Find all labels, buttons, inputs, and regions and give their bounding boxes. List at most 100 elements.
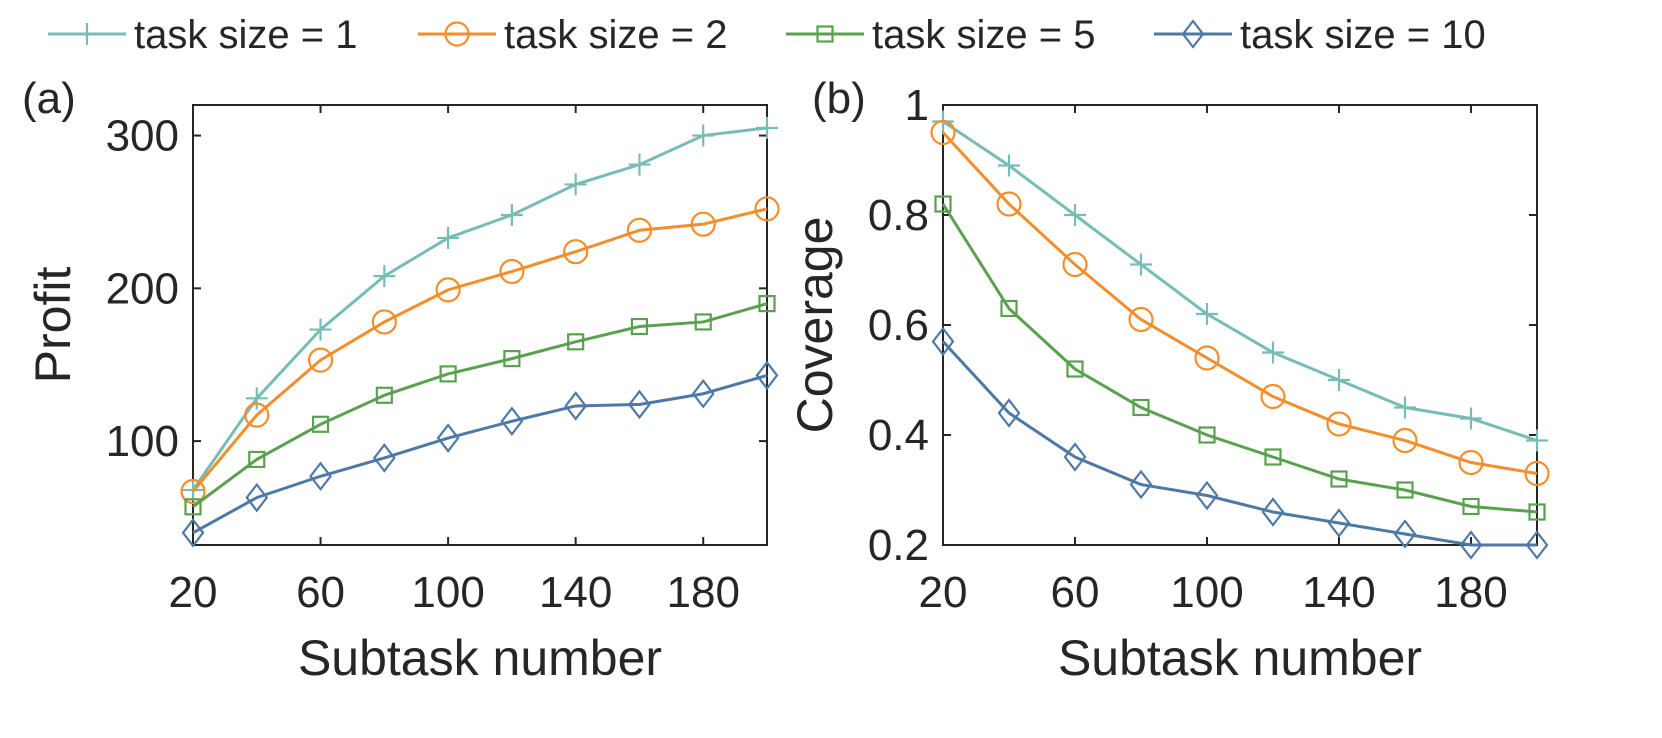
data-point [1328, 369, 1350, 391]
data-point [628, 153, 651, 176]
legend-label: task size = 1 [134, 13, 357, 57]
data-point [758, 295, 776, 313]
data-point [996, 191, 1022, 217]
series-line [942, 120, 1538, 442]
data-point [245, 387, 268, 410]
data-point [628, 389, 651, 420]
series-task-size-2 [930, 119, 1550, 487]
legend-entry: task size = 1 [48, 13, 357, 57]
data-point [1392, 427, 1418, 454]
x-tick-label: 100 [1170, 568, 1243, 617]
data-point [244, 402, 270, 428]
legend-marker [76, 23, 98, 45]
data-point [439, 365, 457, 383]
data-point [1261, 497, 1285, 527]
series-line [191, 126, 768, 491]
data-point [1525, 530, 1549, 560]
data-point [1460, 407, 1482, 430]
data-point [435, 277, 461, 303]
data-point [1458, 449, 1484, 476]
data-point [1129, 469, 1153, 500]
series-line [191, 207, 768, 493]
y-axis-title: Profit [25, 267, 81, 384]
data-point [1394, 396, 1416, 419]
data-point [690, 211, 716, 237]
y-tick-label: 100 [106, 417, 179, 466]
data-point [309, 318, 332, 341]
x-tick-label: 180 [1434, 568, 1507, 617]
data-point [931, 326, 955, 357]
data-point [998, 154, 1020, 177]
data-point [375, 386, 393, 404]
data-point [1396, 481, 1414, 499]
series-task-size-5 [184, 295, 776, 516]
data-point [245, 482, 269, 513]
data-point [503, 350, 521, 368]
data-point [694, 313, 712, 331]
data-point [691, 378, 715, 409]
data-point [180, 478, 206, 505]
data-point [1063, 442, 1087, 472]
series-line [192, 302, 768, 509]
plot-frame [192, 104, 768, 546]
y-tick-label: 1 [905, 81, 929, 130]
x-tick-label: 60 [1051, 568, 1100, 617]
series-line [192, 373, 768, 535]
legend-marker [816, 25, 834, 43]
data-point [1462, 497, 1480, 516]
data-point [1000, 299, 1018, 318]
y-axis-title: Coverage [787, 217, 843, 434]
data-point [1393, 519, 1417, 549]
data-point [373, 265, 396, 288]
legend-label: task size = 5 [872, 13, 1095, 57]
data-point [372, 443, 396, 473]
y-tick-label: 0.2 [868, 521, 929, 570]
data-point [564, 173, 587, 196]
data-point [181, 517, 205, 548]
chart-panel-a: 20 60 100 140 180 100 200 300 Subtask number Prof… [22, 74, 780, 686]
data-point [564, 391, 588, 421]
legend-entry: task size = 10 [1154, 13, 1486, 57]
data-point [248, 450, 266, 469]
series-line [941, 340, 1537, 547]
y-tick-label: 0.4 [868, 411, 929, 460]
data-point [756, 116, 778, 139]
series-task-size-2 [180, 196, 780, 505]
x-tick-label: 20 [919, 568, 968, 617]
data-point [567, 333, 585, 351]
legend-label: task size = 2 [504, 13, 727, 57]
data-point [1528, 503, 1546, 521]
x-tick-label: 180 [667, 568, 740, 617]
y-tick-label: 0.6 [868, 301, 929, 350]
series-task-size-10 [931, 326, 1549, 560]
data-point [500, 406, 524, 437]
data-point [1327, 508, 1351, 538]
data-point [755, 360, 779, 391]
legend-marker [1181, 19, 1205, 49]
data-point [1062, 251, 1088, 278]
x-tick-label: 20 [169, 568, 218, 617]
x-tick-label: 140 [1302, 568, 1375, 617]
data-point [437, 226, 460, 249]
data-point [1130, 253, 1152, 276]
x-tick-label: 140 [539, 568, 612, 617]
legend-entry: task size = 2 [418, 13, 727, 57]
series-line [941, 203, 1538, 514]
data-point [309, 461, 332, 492]
data-point [311, 415, 330, 433]
data-point [563, 239, 589, 265]
data-point [630, 317, 649, 336]
series-task-size-5 [934, 195, 1546, 521]
data-point [1264, 448, 1282, 466]
series-line [941, 131, 1538, 475]
series-task-size-1 [932, 110, 1548, 452]
x-tick-label: 100 [411, 568, 484, 617]
panel-label: (a) [22, 74, 76, 123]
data-point [626, 217, 653, 243]
data-point [499, 258, 525, 285]
y-tick-label: 300 [106, 112, 179, 161]
data-point [930, 119, 956, 146]
data-point [1128, 306, 1154, 333]
x-tick-label: 60 [296, 568, 345, 617]
